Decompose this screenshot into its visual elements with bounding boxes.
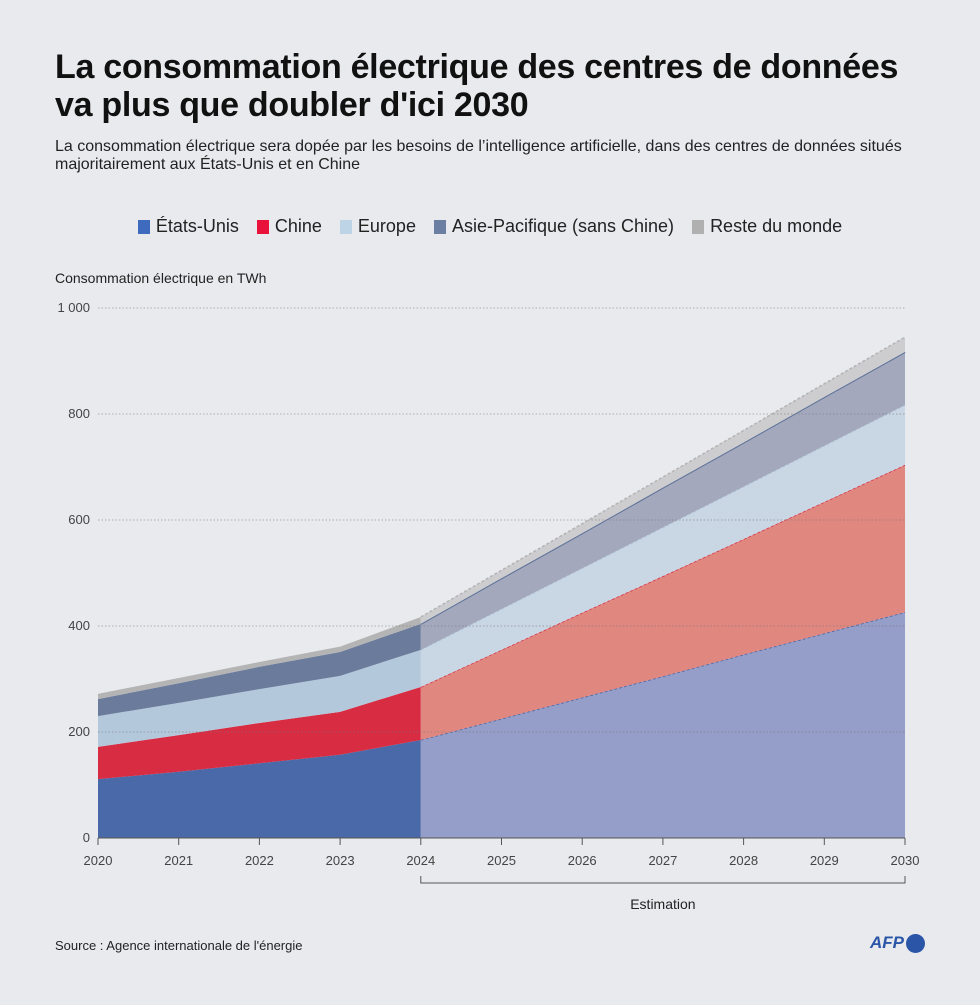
area-0-observed: [98, 739, 421, 838]
x-tick-label: 2023: [326, 853, 355, 868]
area-1-observed: [98, 686, 421, 780]
afp-logo: AFP: [870, 933, 925, 953]
area-2-observed: [98, 649, 421, 747]
x-tick-label: 2028: [729, 853, 758, 868]
x-tick-label: 2029: [810, 853, 839, 868]
legend-swatch: [433, 219, 446, 234]
y-tick-label: 200: [68, 724, 90, 739]
legend-item: Reste du monde: [692, 216, 842, 237]
chart-subtitle: La consommation électrique sera dopée pa…: [55, 138, 902, 173]
y-tick-label: 1 000: [57, 300, 90, 315]
y-tick-label: 600: [68, 512, 90, 527]
legend-swatch: [692, 219, 705, 234]
x-tick-label: 2030: [891, 853, 920, 868]
legend: États-Unis Chine Europe Asie-Pacifique (san…: [0, 216, 980, 237]
y-tick-label: 800: [68, 406, 90, 421]
y-axis-label: Consommation électrique en TWh: [55, 270, 267, 286]
x-tick-label: 2020: [84, 853, 113, 868]
y-tick-label: 0: [83, 830, 90, 845]
x-tick-label: 2027: [648, 853, 677, 868]
legend-label: Asie-Pacifique (sans Chine): [451, 216, 675, 236]
legend-swatch: [256, 219, 269, 234]
y-tick-label: 400: [68, 618, 90, 633]
area-3-observed: [98, 623, 421, 717]
area-1-estimate: [420, 464, 905, 740]
estimation-bracket: [420, 876, 906, 884]
legend-item: États-Unis: [137, 216, 239, 237]
estimation-label: Estimation: [630, 896, 695, 912]
area-4-observed: [98, 616, 421, 700]
legend-label: Europe: [357, 216, 416, 236]
legend-item: Asie-Pacifique (sans Chine): [433, 216, 675, 237]
legend-swatch: [137, 219, 150, 234]
legend-item: Chine: [256, 216, 322, 237]
area-0-estimate: [420, 612, 905, 838]
afp-logo-text: AFP: [870, 933, 904, 952]
x-tick-label: 2022: [245, 853, 274, 868]
source-note: Source : Agence internationale de l'éner…: [55, 938, 303, 953]
legend-item: Europe: [339, 216, 416, 237]
chart-title: La consommation électrique des centres d…: [55, 48, 899, 124]
legend-label: Reste du monde: [710, 216, 843, 236]
area-3-estimate: [420, 351, 905, 650]
x-tick-label: 2026: [568, 853, 597, 868]
x-tick-label: 2024: [406, 853, 435, 868]
legend-label: Chine: [274, 216, 322, 236]
legend-label: États-Unis: [155, 216, 239, 236]
area-4-estimate: [420, 337, 905, 624]
x-tick-label: 2025: [487, 853, 516, 868]
afp-logo-dot: [906, 933, 925, 953]
legend-swatch: [339, 219, 352, 234]
x-tick-label: 2021: [164, 853, 193, 868]
estimate-line-4: [420, 336, 906, 618]
area-2-estimate: [420, 404, 905, 687]
